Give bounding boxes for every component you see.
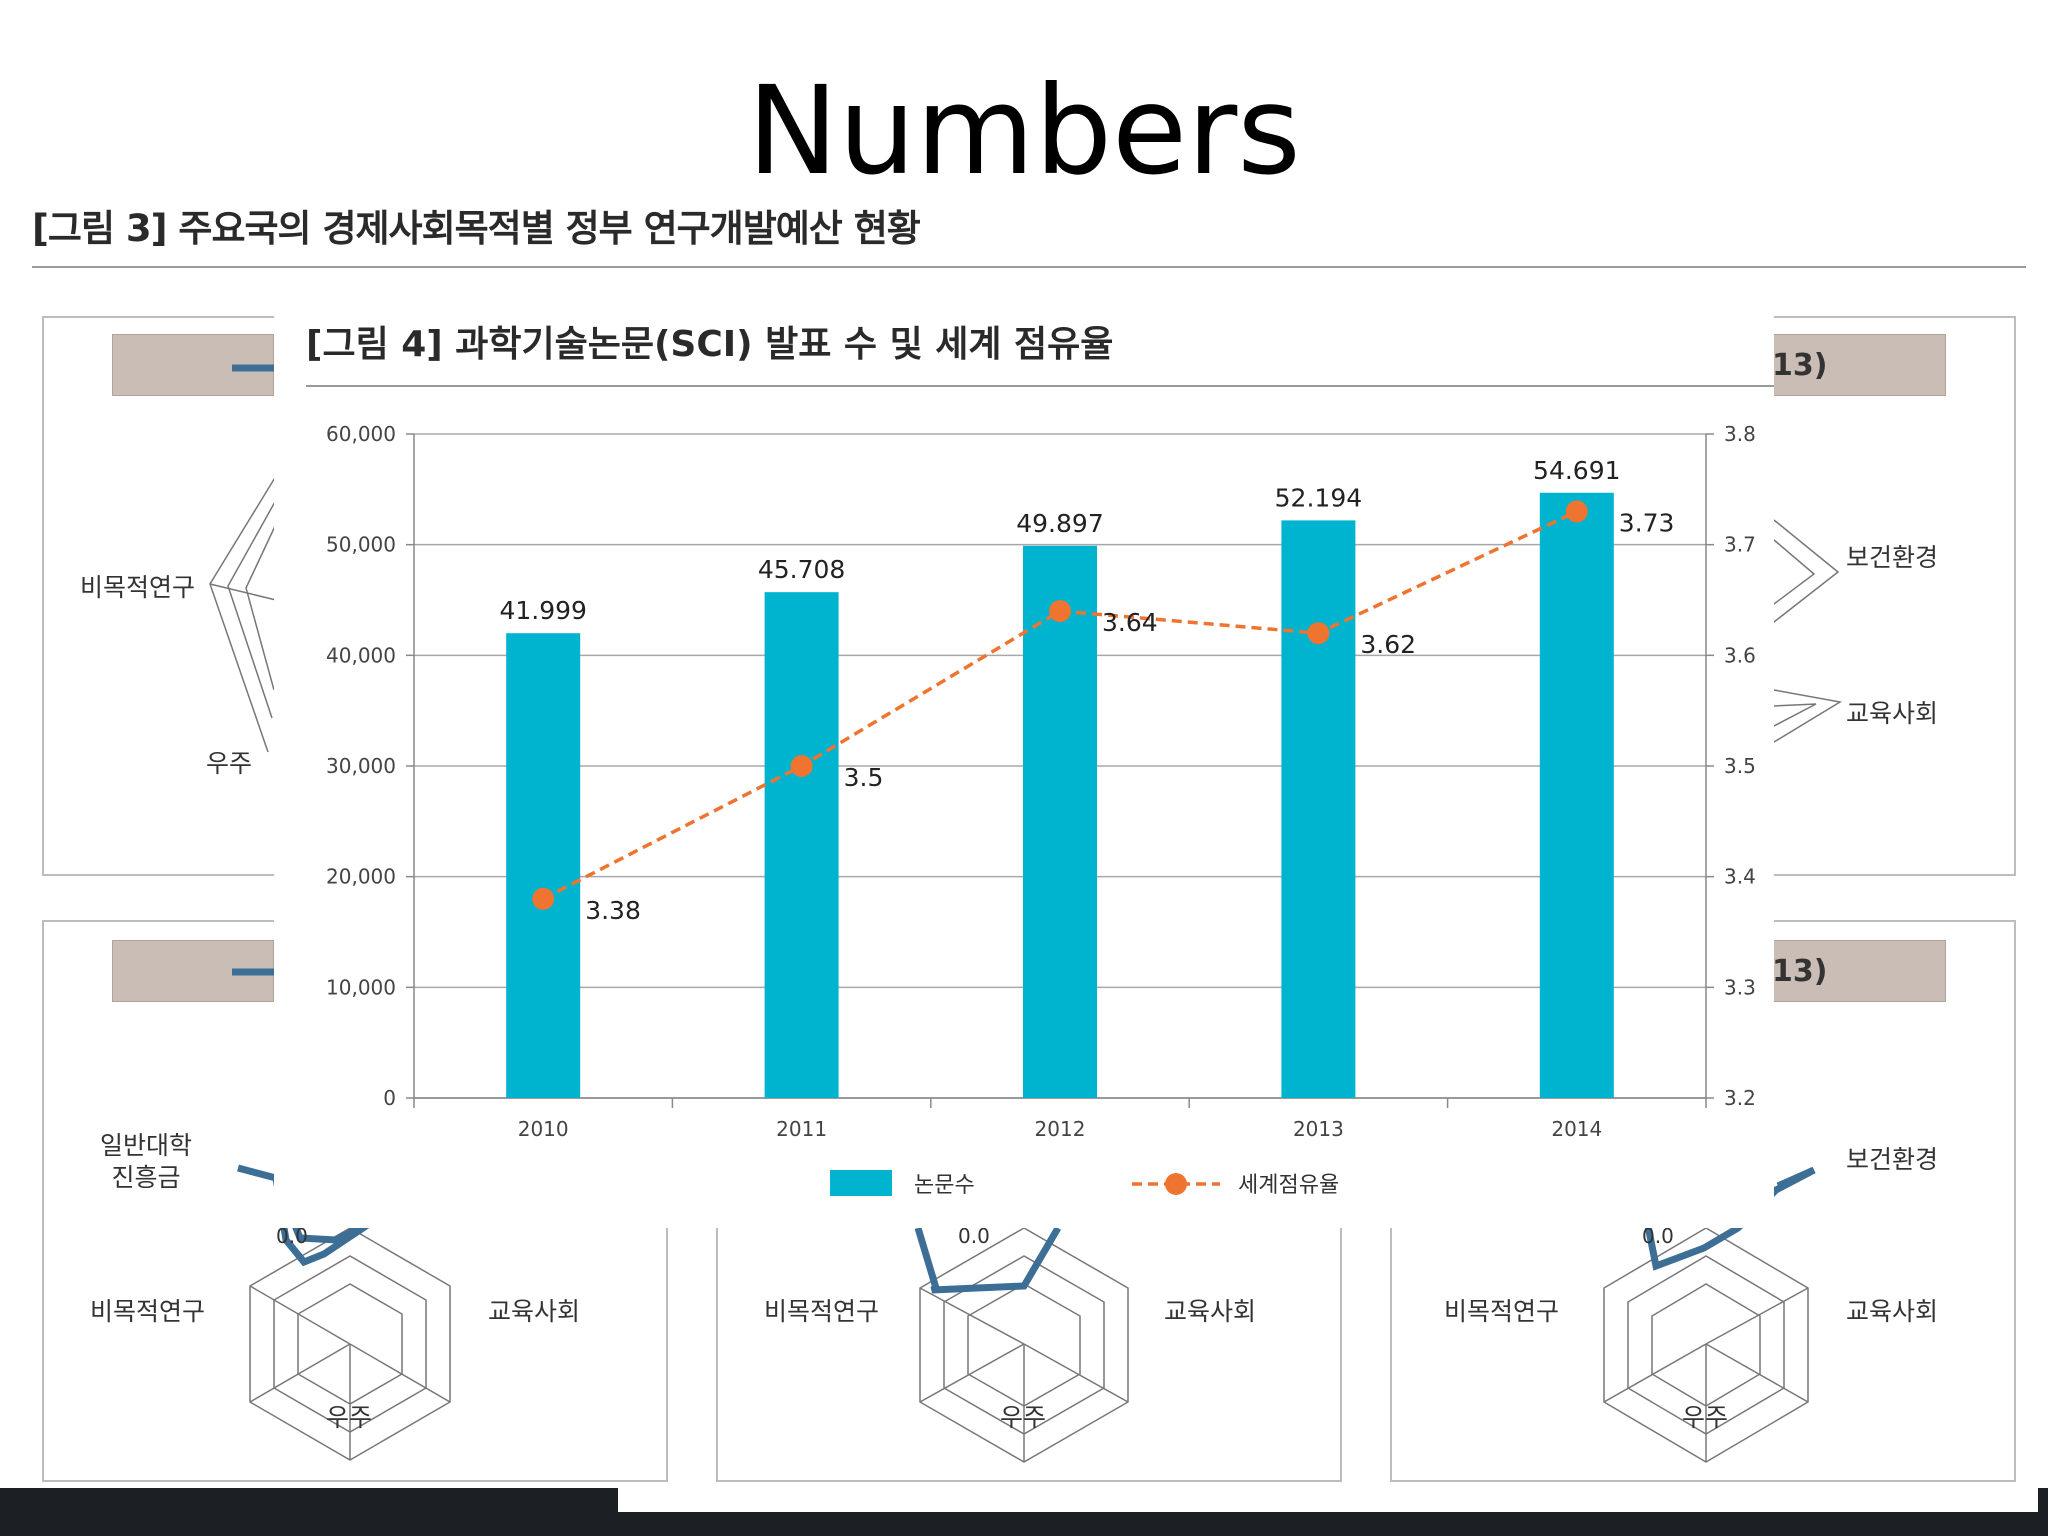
share-point <box>532 887 555 910</box>
radar-label: 비목적연구 <box>80 573 196 602</box>
y-left-tick-label: 0 <box>383 1086 396 1110</box>
share-point <box>1565 500 1588 523</box>
share-point <box>790 755 813 777</box>
radar-label: 교육사회 <box>1164 1297 1257 1326</box>
radar-axis-zero: 0.0 <box>1642 1224 1674 1248</box>
figure3-title: [그림 3] 주요국의 경제사회목적별 정부 연구개발예산 현황 <box>32 207 921 250</box>
radar-web-bottom-left <box>249 1227 451 1461</box>
figure4-chart: [그림 4] 과학기술논문(SCI) 발표 수 및 세계 점유율 0 10,000… <box>274 306 1774 1228</box>
radar-label: 우주 <box>1000 1403 1047 1432</box>
radar-label: 보건환경 <box>1846 543 1939 572</box>
bar <box>1539 492 1614 1098</box>
y-left-tick-label: 30,000 <box>326 754 396 778</box>
radar-series-bottom-right <box>1644 1166 1816 1271</box>
y-right-tick-label: 3.4 <box>1724 865 1756 889</box>
radar-header-fragment: 13) <box>1772 348 1828 383</box>
share-line <box>542 509 1578 901</box>
radar-label: 비목적연구 <box>764 1297 880 1326</box>
bar <box>1281 520 1356 1098</box>
x-tick-label: 2010 <box>518 1117 569 1141</box>
radar-label: 우주 <box>206 749 253 778</box>
radar-axis-zero: 0.0 <box>276 1224 308 1248</box>
share-value-label: 3.5 <box>844 763 884 792</box>
share-value-label: 3.73 <box>1619 508 1675 537</box>
radar-web-top-right <box>1773 519 1843 743</box>
y-left-tick-label: 10,000 <box>326 975 396 999</box>
y-left-tick-label: 50,000 <box>326 533 396 557</box>
bottom-strip <box>618 1488 2038 1512</box>
y-right-tick-label: 3.2 <box>1724 1086 1756 1110</box>
radar-label: 일반대학 진흥금 <box>99 1131 192 1192</box>
share-value-label: 3.38 <box>585 896 641 925</box>
figure3-divider <box>32 266 2026 268</box>
y-right-tick-label: 3.3 <box>1724 975 1756 999</box>
bar-value-label: 52.194 <box>1275 483 1362 512</box>
bar-value-label: 41.999 <box>499 596 586 625</box>
x-tick-label: 2013 <box>1293 1117 1344 1141</box>
share-value-label: 3.64 <box>1102 608 1158 637</box>
slide-title: Numbers <box>747 60 1301 202</box>
radar-label: 교육사회 <box>1846 699 1939 728</box>
y-right-tick-label: 3.5 <box>1724 754 1756 778</box>
radar-web-top-left <box>209 475 277 753</box>
chart-title: [그림 4] 과학기술논문(SCI) 발표 수 및 세계 점유율 <box>306 324 1113 365</box>
radar-label: 교육사회 <box>488 1297 581 1326</box>
y-right-tick-label: 3.7 <box>1724 533 1756 557</box>
x-tick-label: 2014 <box>1551 1117 1602 1141</box>
radar-header-top-right <box>1770 334 1946 396</box>
share-value-label: 3.62 <box>1360 630 1416 659</box>
y-right-tick-label: 3.8 <box>1724 422 1756 446</box>
legend-label-bar: 논문수 <box>914 1173 975 1198</box>
bar-value-label: 45.708 <box>758 555 845 584</box>
radar-axis-zero: 0.0 <box>958 1224 990 1248</box>
y-right-tick-label: 3.6 <box>1724 643 1756 667</box>
y-left-tick-label: 40,000 <box>326 643 396 667</box>
legend-swatch-bar <box>830 1170 892 1196</box>
radar-label: 비목적연구 <box>1444 1297 1560 1326</box>
radar-label: 교육사회 <box>1846 1297 1939 1326</box>
radar-label: 보건환경 <box>1846 1145 1939 1174</box>
y-left-tick-label: 20,000 <box>326 865 396 889</box>
x-tick-label: 2011 <box>776 1117 827 1141</box>
bar-value-label: 49.897 <box>1016 509 1103 538</box>
radar-header-fragment: 13) <box>1772 954 1828 989</box>
radar-label: 우주 <box>326 1403 373 1432</box>
bar <box>764 592 839 1098</box>
bar <box>1023 545 1097 1098</box>
legend-label-line: 세계점유율 <box>1238 1173 1339 1198</box>
bar <box>506 633 581 1098</box>
radar-label: 우주 <box>1682 1403 1729 1432</box>
y-left-tick-label: 60,000 <box>326 422 396 446</box>
radar-header-bottom-right <box>1770 940 1946 1002</box>
x-tick-label: 2012 <box>1035 1117 1086 1141</box>
radar-web-bottom-right <box>1603 1227 1809 1463</box>
radar-series-bottom-middle <box>914 1226 1062 1294</box>
share-point <box>1049 600 1071 623</box>
radar-label: 비목적연구 <box>90 1297 206 1326</box>
bar-value-label: 54.691 <box>1533 456 1620 485</box>
radar-web-bottom-middle <box>919 1227 1129 1463</box>
share-point <box>1307 622 1330 645</box>
legend-marker <box>1165 1173 1187 1195</box>
